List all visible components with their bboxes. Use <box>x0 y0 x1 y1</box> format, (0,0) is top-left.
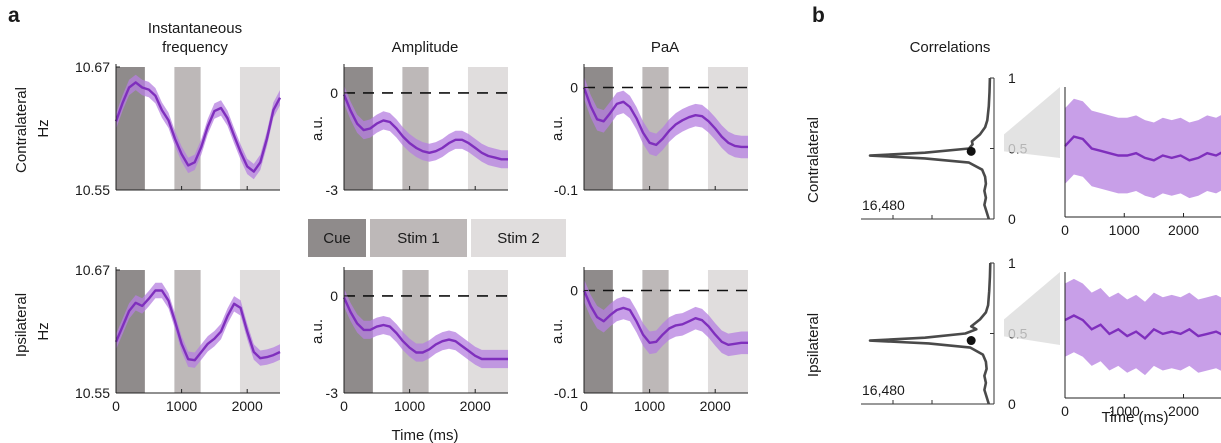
legend-swatch-2 <box>471 219 566 257</box>
legend-swatch-1 <box>370 219 467 257</box>
y-axis-label: Hz <box>35 322 52 340</box>
y-tick-label: -3 <box>326 385 339 401</box>
row-label-contralateral-b: Contralateral <box>805 117 822 203</box>
legend-label-2: Stim 2 <box>497 230 540 247</box>
series-line <box>582 290 748 346</box>
y-tick-label: 10.55 <box>75 182 110 198</box>
y-axis-label: a.u. <box>549 319 566 344</box>
zoom-wedge <box>1004 87 1060 158</box>
x-tick-label: 0 <box>580 398 588 414</box>
mean-correlation-point <box>966 146 976 156</box>
zoom-wedge <box>1004 272 1060 345</box>
title-correlations: Correlations <box>910 39 991 56</box>
legend-label-1: Stim 1 <box>397 230 440 247</box>
chart-4: 0-3a.u.0 1000 2000 <box>309 267 508 414</box>
corr-error-band <box>1065 278 1221 376</box>
xlabel-panel-b: Time (ms) <box>1102 409 1169 426</box>
y-axis-label: a.u. <box>309 319 326 344</box>
chart-7: 0 1000 2000 <box>1061 87 1221 238</box>
mean-correlation-point <box>966 336 976 346</box>
y-axis-label: Hz <box>35 119 52 137</box>
title-amplitude: Amplitude <box>392 39 459 56</box>
x-tick-label: 1000 <box>634 398 665 414</box>
corr-x-tick-label: 2000 <box>1168 403 1199 419</box>
y-tick-label: 0 <box>570 283 578 299</box>
shade-stim2 <box>467 270 508 393</box>
y-tick-label: -0.1 <box>554 385 578 401</box>
y-axis-label: a.u. <box>549 116 566 141</box>
y-tick-label: 10.55 <box>75 385 110 401</box>
error-band <box>584 279 748 357</box>
x-tick-label: 2000 <box>700 398 731 414</box>
hist-outline <box>868 77 992 220</box>
x-tick-label: 2000 <box>460 398 491 414</box>
chart-1: 0 -3 a.u. <box>309 64 508 198</box>
series-line <box>342 297 508 361</box>
title-freq-line1: Instantaneous <box>148 20 242 37</box>
title-freq-line2: frequency <box>162 39 228 56</box>
stimulus-legend: Cue Stim 1 Stim 2 <box>308 219 566 257</box>
series-line <box>114 289 281 362</box>
corr-x-tick-label: 0 <box>1061 222 1069 238</box>
shade-stim1 <box>402 270 429 393</box>
row-label-contralateral-a: Contralateral <box>13 87 30 173</box>
panel-letter-b: b <box>812 4 825 27</box>
y-tick-label: 0 <box>330 85 338 101</box>
hist-value-tick-label: 1 <box>1008 255 1016 271</box>
corr-x-tick-label: 2000 <box>1168 222 1199 238</box>
corr-x-tick-label: 1000 <box>1109 222 1140 238</box>
legend-label-0: Cue <box>323 230 351 247</box>
panel-letter-a: a <box>8 4 20 27</box>
hist-value-tick-label: 0 <box>1008 396 1016 412</box>
shade-stim1 <box>402 67 429 190</box>
error-band <box>584 76 748 159</box>
corr-error-band <box>1065 98 1221 199</box>
chart-9: 0 1000 2000 <box>1061 272 1221 419</box>
corr-x-tick-label: 1000 <box>1109 403 1140 419</box>
chart-3: 10.67 10.55 Hz 0 1000 2000 <box>35 262 281 414</box>
chart-5: 0-0.1a.u.0 1000 2000 <box>549 267 748 414</box>
hist-value-tick-label: 1 <box>1008 70 1016 86</box>
charts: 10.6710.55Hz0-3a.u.0-0.1a.u.10.6710.55Hz… <box>35 59 1221 419</box>
row-label-ipsilateral-b: Ipsilateral <box>805 313 822 377</box>
shade-stim2 <box>467 67 508 190</box>
error-band <box>116 282 280 368</box>
xlabel-panel-a: Time (ms) <box>392 427 459 443</box>
hist-value-tick-label: 0 <box>1008 211 1016 227</box>
hist-count-label: 16,480 <box>862 197 905 213</box>
shade-cue <box>584 270 613 393</box>
corr-x-tick-label: 0 <box>1061 403 1069 419</box>
y-axis-label: a.u. <box>309 116 326 141</box>
legend-swatch-0 <box>308 219 366 257</box>
corr-series-line <box>1064 135 1221 162</box>
shade-stim2 <box>239 67 280 190</box>
row-label-ipsilateral-a: Ipsilateral <box>13 293 30 357</box>
x-tick-label: 0 <box>340 398 348 414</box>
title-paa: PaA <box>651 39 679 56</box>
y-tick-label: 10.67 <box>75 59 110 75</box>
y-tick-label: -3 <box>326 182 339 198</box>
y-tick-label: 0 <box>570 80 578 96</box>
series-line <box>582 87 748 149</box>
chart-2: 0 -0.1 a.u. <box>549 64 748 198</box>
x-tick-label: 0 <box>112 398 120 414</box>
error-band <box>344 288 508 369</box>
y-tick-label: 0 <box>330 288 338 304</box>
hist-outline <box>868 262 992 405</box>
hist-count-label: 16,480 <box>862 382 905 398</box>
x-tick-label: 1000 <box>394 398 425 414</box>
corr-series-line <box>1064 314 1221 340</box>
chart-0: 10.67 10.55 Hz <box>35 59 282 198</box>
error-band <box>344 85 508 169</box>
y-tick-label: 10.67 <box>75 262 110 278</box>
x-tick-label: 2000 <box>232 398 263 414</box>
y-tick-label: -0.1 <box>554 182 578 198</box>
x-tick-label: 1000 <box>166 398 197 414</box>
series-line <box>114 81 282 173</box>
series-line <box>342 94 508 161</box>
